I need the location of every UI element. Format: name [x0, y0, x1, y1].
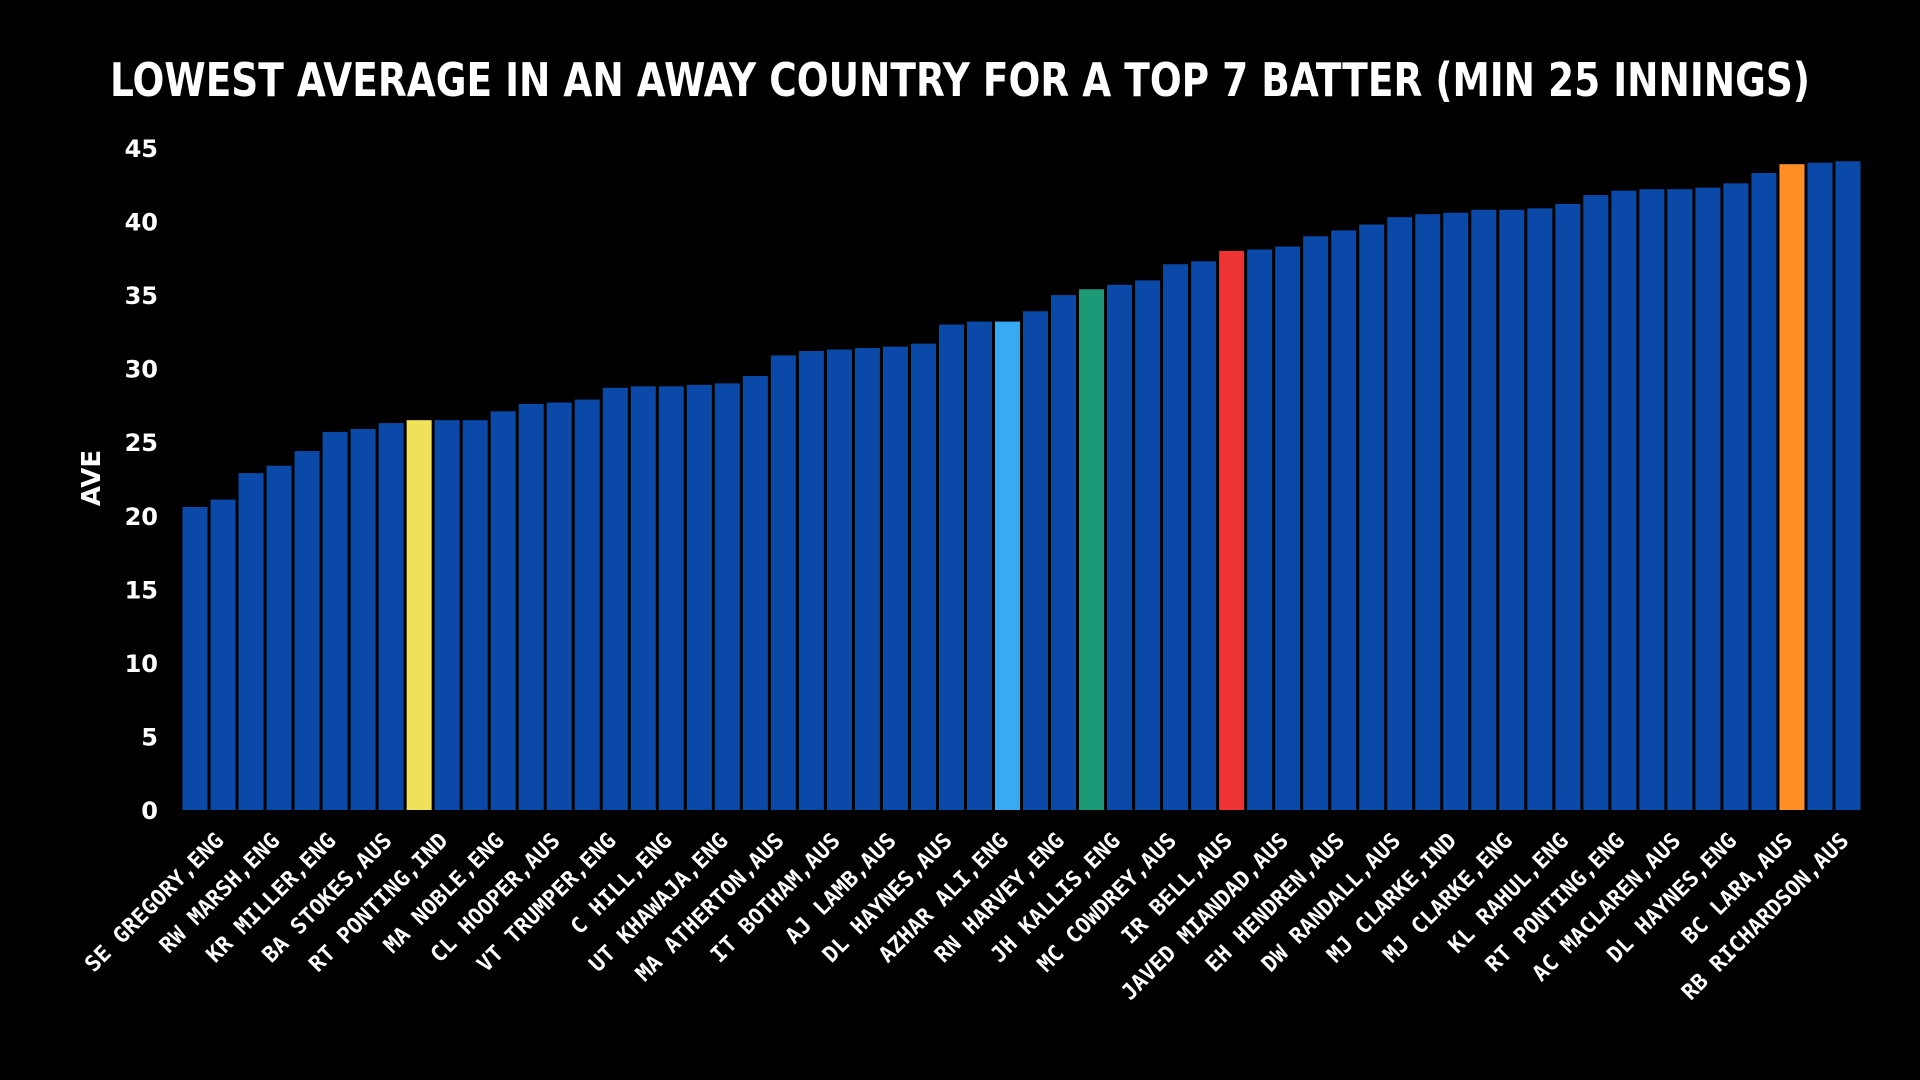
bar	[1219, 250, 1245, 811]
y-tick-label: 45	[125, 135, 158, 163]
bar	[1163, 264, 1189, 811]
bar	[574, 399, 600, 810]
bar	[798, 351, 824, 810]
bar	[1387, 217, 1413, 810]
bar	[1023, 311, 1049, 810]
bar	[1499, 209, 1525, 811]
bar	[1807, 162, 1833, 810]
bar	[238, 473, 264, 810]
bar	[854, 348, 880, 810]
y-tick-label: 5	[141, 723, 158, 751]
bar	[462, 420, 488, 810]
bar	[1611, 190, 1637, 810]
y-tick-label: 40	[125, 209, 158, 237]
y-axis-label: AVE	[77, 450, 107, 506]
bar	[742, 376, 768, 810]
bar	[434, 420, 460, 810]
bar	[938, 324, 964, 810]
bar	[1695, 187, 1721, 811]
bar	[1051, 295, 1077, 810]
bar	[1135, 280, 1161, 810]
bar	[1835, 161, 1861, 811]
y-tick-label: 15	[125, 576, 158, 604]
y-tick-label: 30	[125, 356, 158, 384]
chart-title: LOWEST AVERAGE IN AN AWAY COUNTRY FOR A …	[110, 53, 1810, 107]
bar	[210, 499, 236, 810]
bar	[378, 423, 404, 810]
bar	[1527, 208, 1553, 810]
bar	[1331, 230, 1357, 810]
bar	[1079, 289, 1105, 811]
y-axis-ticks: 0 5 10 15 20 25 30 35 40 45	[125, 135, 158, 825]
bar	[406, 420, 432, 810]
y-tick-label: 10	[125, 650, 158, 678]
bar	[1107, 284, 1133, 810]
bar	[770, 355, 796, 810]
bar	[882, 346, 908, 810]
bar	[1779, 164, 1805, 810]
bar	[518, 403, 544, 810]
bar	[1751, 173, 1777, 810]
bar	[966, 321, 992, 810]
bar	[1359, 224, 1385, 810]
bar	[1275, 246, 1301, 810]
bar	[630, 386, 656, 810]
bar	[322, 431, 348, 810]
bar	[1667, 189, 1693, 810]
bar	[546, 402, 572, 810]
bar	[182, 506, 208, 810]
y-tick-label: 0	[141, 797, 158, 825]
bar	[658, 386, 684, 810]
bar	[910, 343, 936, 810]
bar	[686, 384, 712, 810]
bar	[1443, 212, 1469, 811]
bar	[602, 387, 628, 810]
bar	[1471, 209, 1497, 811]
bar	[350, 428, 376, 810]
bar	[294, 451, 320, 810]
bar	[1191, 261, 1217, 810]
bar	[1415, 214, 1441, 810]
bar	[826, 349, 852, 810]
bar	[714, 383, 740, 810]
bar	[1555, 203, 1581, 810]
bar	[1583, 195, 1609, 810]
bar	[1247, 249, 1273, 810]
bars	[182, 161, 1861, 811]
y-tick-label: 35	[125, 282, 158, 310]
bar	[1303, 236, 1329, 810]
bar	[490, 411, 516, 810]
bar	[266, 465, 292, 810]
bar	[1723, 183, 1749, 810]
bar	[1639, 189, 1665, 810]
y-tick-label: 25	[125, 429, 158, 457]
y-tick-label: 20	[125, 503, 158, 531]
bar	[994, 321, 1020, 810]
